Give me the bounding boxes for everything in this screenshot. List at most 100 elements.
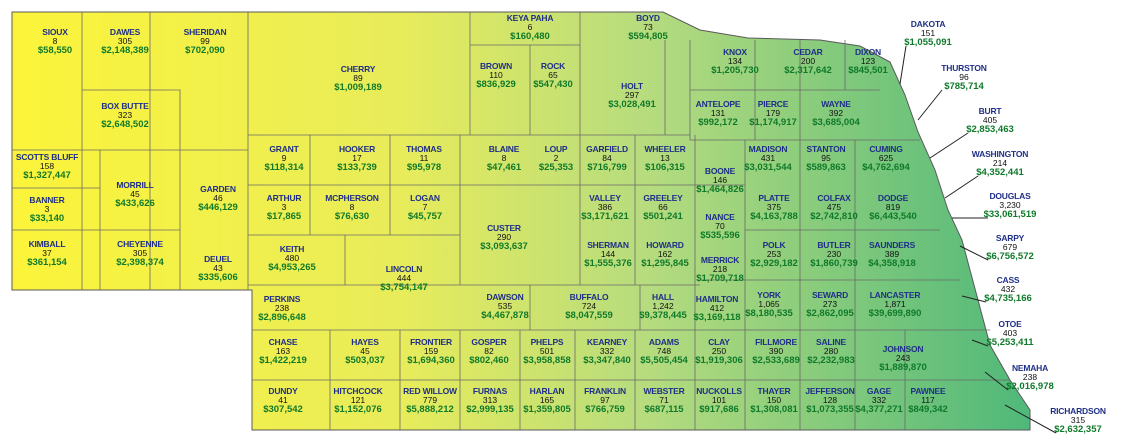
county-count: 405 <box>982 114 998 125</box>
county-name: CUSTER <box>487 223 521 233</box>
leader-sarpy <box>959 245 989 261</box>
county-amount: $2,999,135 <box>466 403 514 415</box>
county-amount: $17,865 <box>266 210 302 222</box>
county-amount: $1,055,091 <box>904 36 952 48</box>
county-name: CHEYENNE <box>117 239 163 249</box>
county-hall: HALL 1,242 $9,378,445 <box>639 293 687 321</box>
county-amount: $2,632,357 <box>1054 423 1102 435</box>
county-wheeler: WHEELER 13 $106,315 <box>644 145 685 173</box>
county-name: DAKOTA <box>910 19 946 29</box>
county-amount: $2,862,095 <box>806 307 854 319</box>
county-amount: $547,430 <box>533 78 573 90</box>
county-name: THURSTON <box>941 63 987 73</box>
county-merrick: MERRICK 218 $1,709,718 <box>696 256 744 284</box>
county-count: 432 <box>1000 283 1016 294</box>
county-name: HITCHCOCK <box>333 386 383 396</box>
county-name: BURT <box>978 106 1002 116</box>
county-count: 297 <box>624 89 640 100</box>
county-count: 45 <box>360 345 370 356</box>
county-count: 82 <box>484 345 494 356</box>
county-count: 151 <box>920 27 936 38</box>
county-amount: $106,315 <box>645 161 685 173</box>
county-amount: $6,756,572 <box>986 250 1034 262</box>
county-amount: $917,686 <box>699 403 739 415</box>
county-amount: $1,709,718 <box>696 272 744 284</box>
county-amount: $3,169,118 <box>693 311 741 323</box>
county-name: LANCASTER <box>869 290 921 300</box>
county-count: 238 <box>1022 371 1038 382</box>
county-name: SAUNDERS <box>868 240 916 250</box>
county-mcpherson: MCPHERSON 8 $76,630 <box>325 193 379 222</box>
leader-nemaha <box>984 371 1009 391</box>
county-hamilton: HAMILTON 412 $3,169,118 <box>693 295 740 323</box>
county-douglas: DOUGLAS 3,230 $33,061,519 <box>984 192 1037 220</box>
county-count: 8 <box>349 201 355 212</box>
county-count: 819 <box>885 201 901 212</box>
county-amount: $9,378,445 <box>639 309 687 321</box>
county-lancaster: LANCASTER 1,871 $39,699,890 <box>869 291 922 319</box>
county-count: 84 <box>602 152 612 163</box>
county-holt: HOLT 297 $3,028,491 <box>608 82 656 110</box>
county-name: LOUP <box>544 144 568 154</box>
county-count: 162 <box>657 248 673 259</box>
county-name: SARPY <box>995 233 1025 243</box>
county-count: 6 <box>527 21 533 32</box>
county-count: 37 <box>42 247 52 258</box>
county-amount: $4,163,788 <box>750 210 798 222</box>
county-name: MADISON <box>748 144 788 154</box>
county-count: 315 <box>1070 414 1086 425</box>
county-count: 1,871 <box>884 298 906 309</box>
county-banner: BANNER 3 $33,140 <box>29 196 64 224</box>
county-box-butte: BOX BUTTE 323 $2,648,502 <box>101 102 149 130</box>
county-count: 123 <box>860 55 876 66</box>
county-count: 332 <box>871 394 887 405</box>
county-amount: $1,308,081 <box>750 403 798 415</box>
county-amount: $3,958,858 <box>523 354 571 366</box>
county-count: 95 <box>821 152 831 163</box>
county-amount: $594,805 <box>628 30 668 42</box>
county-wayne: WAYNE 392 $3,685,004 <box>812 100 860 128</box>
county-york: YORK 1,065 $8,180,535 <box>745 291 793 319</box>
county-name: FILLMORE <box>755 337 797 347</box>
county-amount: $3,685,004 <box>812 116 860 128</box>
county-name: JOHNSON <box>882 344 924 354</box>
county-amount: $2,853,463 <box>966 123 1014 135</box>
county-harlan: HARLAN 165 $1,359,805 <box>523 387 571 415</box>
county-name: PLATTE <box>758 193 790 203</box>
county-name: MCPHERSON <box>325 193 379 203</box>
county-amount: $118,314 <box>264 161 304 173</box>
county-amount: $58,550 <box>37 44 73 56</box>
county-scotts-bluff: SCOTTS BLUFF 158 $1,327,447 <box>16 153 78 181</box>
county-count: 41 <box>278 394 288 405</box>
county-amount: $1,327,447 <box>23 169 71 181</box>
county-amount: $1,073,355 <box>806 403 854 415</box>
county-phelps: PHELPS 501 $3,958,858 <box>523 338 571 366</box>
county-count: 431 <box>760 152 776 163</box>
county-count: 386 <box>597 201 613 212</box>
county-name: GARDEN <box>200 184 236 194</box>
county-amount: $3,347,840 <box>583 354 631 366</box>
county-name: WAYNE <box>821 99 851 109</box>
county-amount: $33,061,519 <box>983 208 1037 220</box>
county-name: HOLT <box>621 81 643 91</box>
county-name: FURNAS <box>472 386 508 396</box>
county-name: RICHARDSON <box>1050 406 1106 416</box>
county-count: 150 <box>766 394 782 405</box>
county-amount: $4,953,265 <box>268 261 316 273</box>
county-count: 475 <box>826 201 842 212</box>
county-count: 389 <box>884 248 900 259</box>
county-amount: $802,460 <box>469 354 509 366</box>
county-amount: $1,555,376 <box>584 257 632 269</box>
county-pawnee: PAWNEE 117 $849,342 <box>908 387 948 415</box>
county-name: DOUGLAS <box>989 191 1031 201</box>
county-amount: $335,606 <box>198 271 238 283</box>
county-amount: $4,735,166 <box>984 292 1032 304</box>
county-deuel: DEUEL 43 $335,606 <box>198 255 238 283</box>
county-amount: $766,759 <box>585 403 625 415</box>
county-burt: BURT 405 $2,853,463 <box>966 107 1014 135</box>
county-count: 480 <box>284 252 300 263</box>
county-amount: $433,626 <box>115 197 155 209</box>
county-antelope: ANTELOPE 131 $992,172 <box>696 100 741 128</box>
county-name: ROCK <box>540 61 566 71</box>
county-count: 679 <box>1002 241 1018 252</box>
